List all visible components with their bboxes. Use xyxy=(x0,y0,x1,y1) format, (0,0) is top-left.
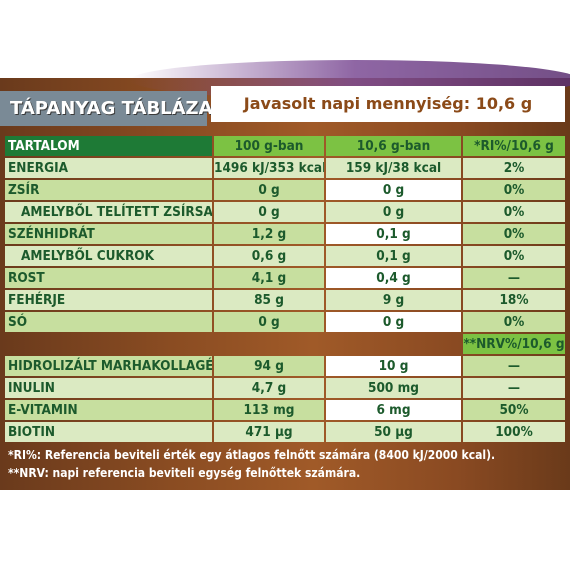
row-value-ri: 18% xyxy=(463,290,565,310)
row-value-100g: 0,6 g xyxy=(214,246,324,266)
footnote-ri: *RI%: Referencia beviteli érték egy átla… xyxy=(8,448,496,462)
row-value-ri: 0% xyxy=(463,202,565,222)
row-value-serving: 500 mg xyxy=(326,378,461,398)
row-value-nrv: — xyxy=(463,378,565,398)
row-value-ri: 0% xyxy=(463,180,565,200)
row-value-serving: 0 g xyxy=(326,312,461,332)
table-header-row: TARTALOM 100 g-ban 10,6 g-ban *RI%/10,6 … xyxy=(0,136,570,156)
row-label: BIOTIN xyxy=(5,422,212,442)
row-value-100g: 4,1 g xyxy=(214,268,324,288)
row-value-serving: 50 μg xyxy=(326,422,461,442)
row-value-serving: 0,4 g xyxy=(326,268,461,288)
row-value-serving: 9 g xyxy=(326,290,461,310)
row-label: ENERGIA xyxy=(5,158,212,178)
row-label: HIDROLIZÁLT MARHAKOLLAGÉN xyxy=(5,356,212,376)
header-col-serving: 10,6 g-ban xyxy=(326,136,461,156)
row-value-serving: 0,1 g xyxy=(326,246,461,266)
row-label: SZÉNHIDRÁT xyxy=(5,224,212,244)
row-value-serving: 0,1 g xyxy=(326,224,461,244)
table-row: ENERGIA 1496 kJ/353 kcal 159 kJ/38 kcal … xyxy=(0,158,570,178)
row-value-100g: 0 g xyxy=(214,202,324,222)
table-row: AMELYBŐL CUKROK 0,6 g 0,1 g 0% xyxy=(0,246,570,266)
row-value-100g: 85 g xyxy=(214,290,324,310)
footnote-nrv: **NRV: napi referencia beviteli egység f… xyxy=(8,466,361,480)
row-value-100g: 4,7 g xyxy=(214,378,324,398)
header-label: TARTALOM xyxy=(5,136,212,156)
row-label: ZSÍR xyxy=(5,180,212,200)
row-value-100g: 113 mg xyxy=(214,400,324,420)
serving-size-label: Javasolt napi mennyiség: 10,6 g xyxy=(211,86,565,122)
row-label: AMELYBŐL CUKROK xyxy=(5,246,212,266)
row-value-ri: 0% xyxy=(463,224,565,244)
table-row: BIOTIN 471 μg 50 μg 100% xyxy=(0,422,570,442)
header-col-nrv: **NRV%/10,6 g xyxy=(463,334,565,354)
header-col-100g: 100 g-ban xyxy=(214,136,324,156)
row-value-nrv: 50% xyxy=(463,400,565,420)
table-row: SÓ 0 g 0 g 0% xyxy=(0,312,570,332)
row-label: INULIN xyxy=(5,378,212,398)
table-row: SZÉNHIDRÁT 1,2 g 0,1 g 0% xyxy=(0,224,570,244)
row-value-100g: 1,2 g xyxy=(214,224,324,244)
row-value-ri: — xyxy=(463,268,565,288)
row-value-100g: 0 g xyxy=(214,180,324,200)
table-row: INULIN 4,7 g 500 mg — xyxy=(0,378,570,398)
row-value-nrv: — xyxy=(463,356,565,376)
row-value-serving: 159 kJ/38 kcal xyxy=(326,158,461,178)
footnotes: *RI%: Referencia beviteli érték egy átla… xyxy=(0,446,570,482)
table-row: E-VITAMIN 113 mg 6 mg 50% xyxy=(0,400,570,420)
row-label: SÓ xyxy=(5,312,212,332)
row-value-100g: 0 g xyxy=(214,312,324,332)
table-row: AMELYBŐL TELÍTETT ZSÍRSAV 0 g 0 g 0% xyxy=(0,202,570,222)
row-value-serving: 0 g xyxy=(326,180,461,200)
row-label: ROST xyxy=(5,268,212,288)
table-title-text: TÁPANYAG TÁBLÁZAT xyxy=(10,98,224,119)
table-row: ROST 4,1 g 0,4 g — xyxy=(0,268,570,288)
row-value-100g: 471 μg xyxy=(214,422,324,442)
row-value-ri: 0% xyxy=(463,312,565,332)
row-value-100g: 1496 kJ/353 kcal xyxy=(214,158,324,178)
nrv-header-row: **NRV%/10,6 g xyxy=(0,334,570,354)
row-value-serving: 10 g xyxy=(326,356,461,376)
row-label: E-VITAMIN xyxy=(5,400,212,420)
row-value-100g: 94 g xyxy=(214,356,324,376)
row-label: AMELYBŐL TELÍTETT ZSÍRSAV xyxy=(5,202,212,222)
row-value-ri: 0% xyxy=(463,246,565,266)
row-value-nrv: 100% xyxy=(463,422,565,442)
table-row: FEHÉRJE 85 g 9 g 18% xyxy=(0,290,570,310)
header-col-ri: *RI%/10,6 g xyxy=(463,136,565,156)
table-row: ZSÍR 0 g 0 g 0% xyxy=(0,180,570,200)
table-title: TÁPANYAG TÁBLÁZAT xyxy=(0,91,223,126)
row-label: FEHÉRJE xyxy=(5,290,212,310)
row-value-serving: 0 g xyxy=(326,202,461,222)
row-value-ri: 2% xyxy=(463,158,565,178)
row-value-serving: 6 mg xyxy=(326,400,461,420)
table-row: HIDROLIZÁLT MARHAKOLLAGÉN 94 g 10 g — xyxy=(0,356,570,376)
